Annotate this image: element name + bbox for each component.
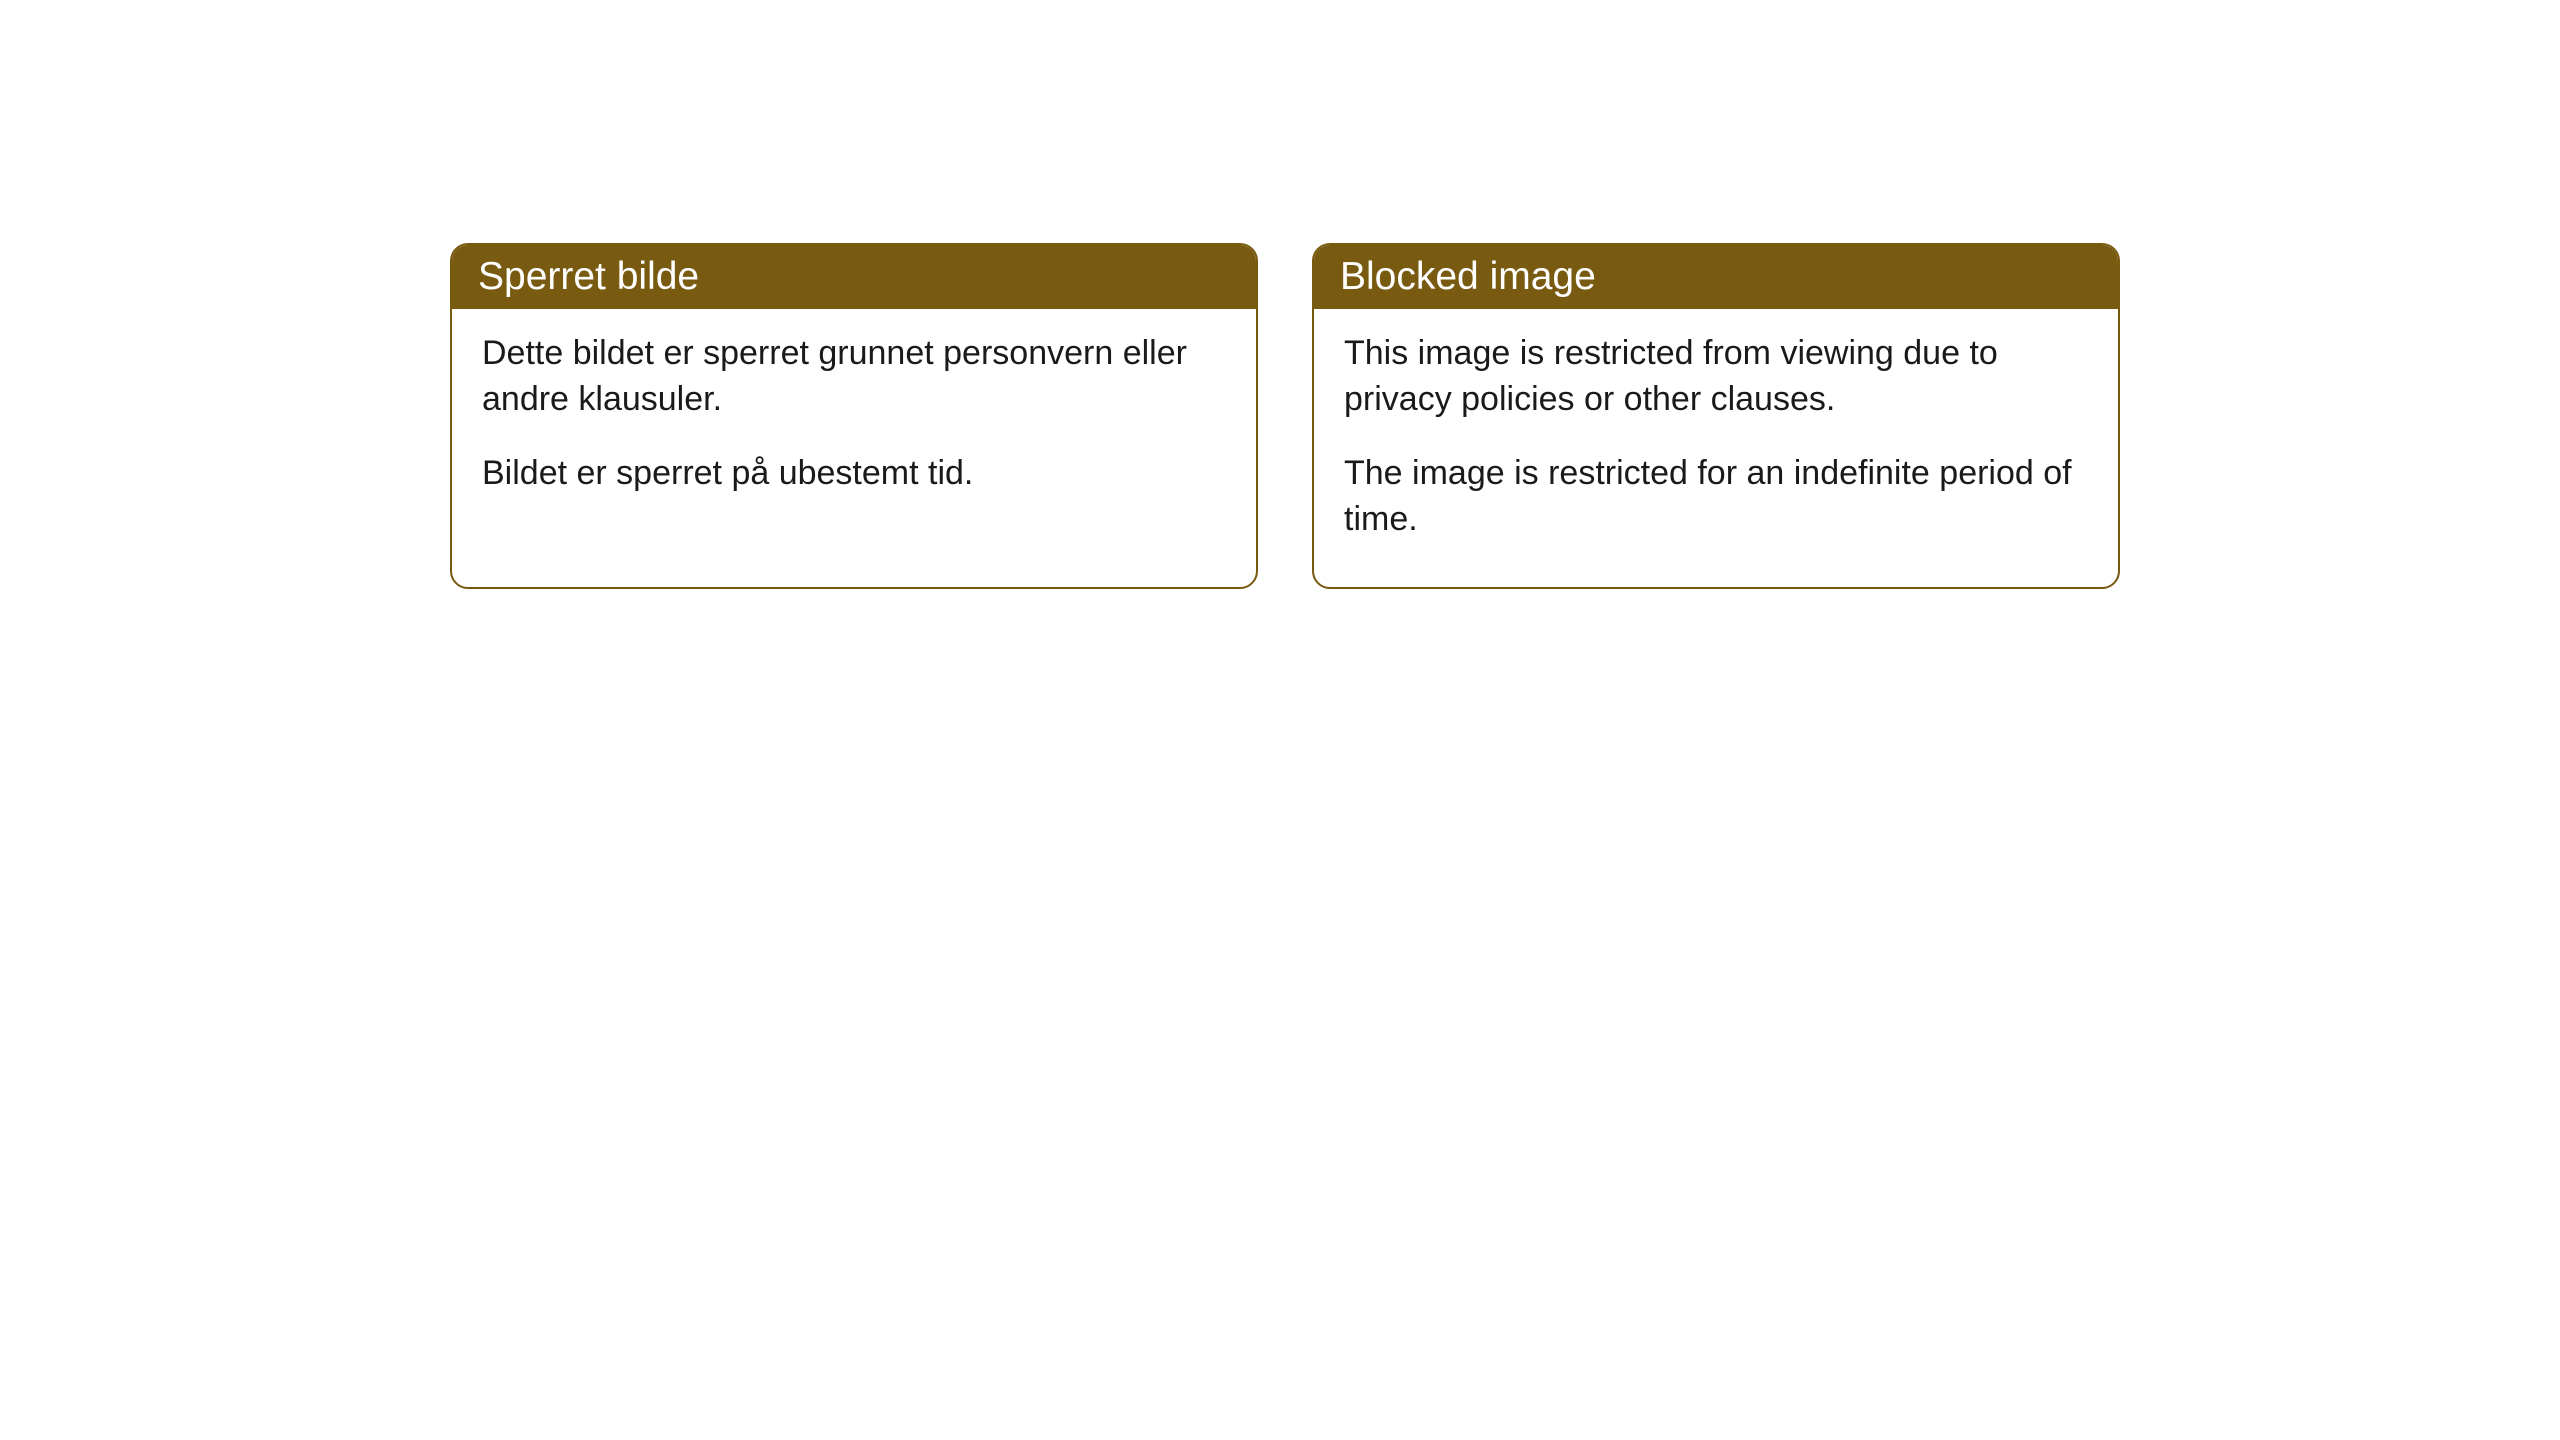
card-paragraph: Dette bildet er sperret grunnet personve… bbox=[482, 331, 1226, 423]
card-body-norwegian: Dette bildet er sperret grunnet personve… bbox=[452, 309, 1256, 541]
card-paragraph: Bildet er sperret på ubestemt tid. bbox=[482, 451, 1226, 497]
card-header-english: Blocked image bbox=[1314, 245, 2118, 309]
card-paragraph: This image is restricted from viewing du… bbox=[1344, 331, 2088, 423]
card-english: Blocked image This image is restricted f… bbox=[1312, 243, 2120, 589]
card-title: Sperret bilde bbox=[478, 255, 699, 298]
card-title: Blocked image bbox=[1340, 255, 1596, 298]
card-body-english: This image is restricted from viewing du… bbox=[1314, 309, 2118, 587]
card-paragraph: The image is restricted for an indefinit… bbox=[1344, 451, 2088, 543]
card-header-norwegian: Sperret bilde bbox=[452, 245, 1256, 309]
card-norwegian: Sperret bilde Dette bildet er sperret gr… bbox=[450, 243, 1258, 589]
cards-container: Sperret bilde Dette bildet er sperret gr… bbox=[450, 243, 2120, 589]
